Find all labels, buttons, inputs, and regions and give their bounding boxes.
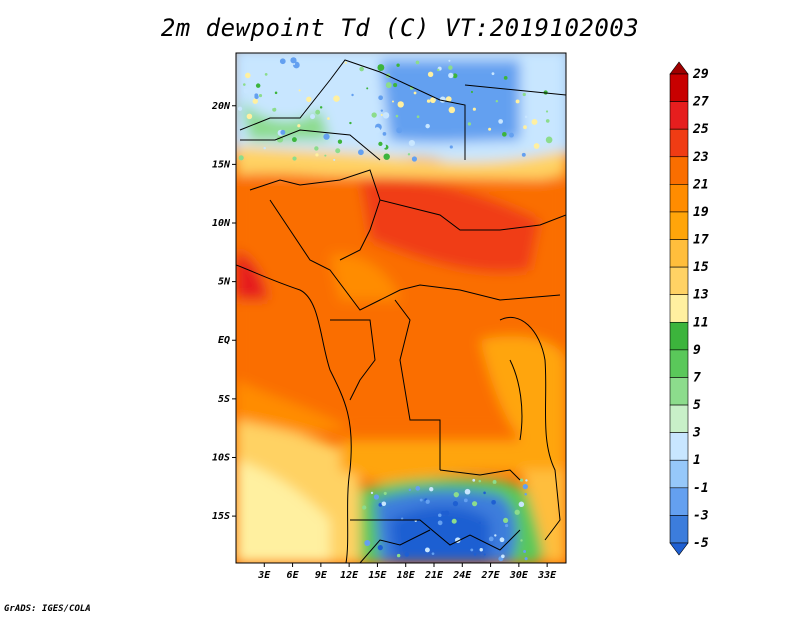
colorbar-swatch [669, 515, 689, 544]
grads-credit: GrADS: IGES/COLA [4, 604, 91, 614]
lon-tick-label: 18E [397, 570, 416, 581]
colorbar-swatch [669, 487, 689, 516]
lon-tick-label: 27E [481, 570, 501, 581]
lat-tick-label: 20N [211, 101, 231, 112]
colorbar-label: 25 [692, 122, 709, 137]
colorbar-label: 13 [693, 288, 709, 303]
lat-tick-label: 15N [212, 159, 231, 170]
lat-tick-label: EQ [218, 335, 230, 346]
lat-tick-label: 10S [212, 452, 230, 463]
dewpoint-field [236, 53, 566, 563]
colorbar-label: -1 [693, 481, 709, 496]
lon-tick-label: 15E [368, 570, 387, 581]
lat-tick-label: 15S [212, 511, 230, 522]
colorbar-label: 27 [692, 95, 709, 110]
colorbar-swatch [669, 266, 689, 296]
lon-tick-label: 24E [452, 570, 472, 581]
colorbar-label: 3 [692, 426, 701, 441]
colorbar-swatch [669, 432, 689, 461]
lat-tick-label: 5S [218, 394, 230, 405]
colorbar-swatch [669, 294, 689, 323]
colorbar: 29 27 25 23 21 19 17 15 13 11 9 7 5 3 1 -1 -3 -5 [669, 61, 709, 556]
colorbar-swatch [669, 321, 689, 351]
lat-tick-label: 5N [218, 277, 231, 288]
colorbar-label: 19 [693, 205, 709, 220]
longitude-axis: 3E 6E 9E 12E 15E 18E 21E 24E 27E 30E 33E [257, 563, 557, 581]
colorbar-swatch [669, 73, 689, 102]
colorbar-label: 15 [693, 260, 709, 275]
colorbar-label: 11 [693, 315, 709, 330]
colorbar-label: 23 [692, 150, 709, 165]
colorbar-label: 21 [692, 177, 709, 192]
lon-tick-label: 21E [424, 570, 444, 581]
colorbar-swatch [669, 239, 689, 268]
colorbar-swatch [669, 459, 689, 489]
latitude-axis: 20N 15N 10N 5N EQ 5S 10S 15S [211, 101, 236, 522]
lon-tick-label: 33E [537, 570, 557, 581]
colorbar-label: 1 [693, 453, 701, 468]
colorbar-swatch [669, 349, 689, 378]
lon-tick-label: 12E [340, 570, 359, 581]
colorbar-label: 9 [693, 343, 701, 358]
lon-tick-label: 9E [315, 570, 328, 581]
colorbar-label: -5 [693, 536, 709, 551]
colorbar-label: 29 [692, 67, 709, 82]
colorbar-label: 5 [693, 398, 701, 413]
colorbar-swatch [669, 404, 689, 433]
colorbar-swatch [669, 184, 689, 213]
colorbar-label: 7 [693, 370, 701, 385]
colorbar-label: 17 [693, 233, 709, 248]
colorbar-swatch [669, 101, 689, 130]
colorbar-top-arrow [669, 61, 689, 75]
colorbar-bottom-arrow [669, 542, 689, 556]
lon-tick-label: 3E [257, 570, 271, 581]
map-frame [235, 52, 567, 564]
colorbar-swatch [669, 156, 689, 185]
colorbar-label: -3 [693, 508, 709, 523]
lat-tick-label: 10N [212, 218, 231, 229]
colorbar-swatch [669, 128, 689, 158]
lon-tick-label: 30E [509, 570, 529, 581]
colorbar-swatch [669, 377, 689, 406]
country-borders [236, 59, 566, 563]
colorbar-swatch [669, 211, 689, 240]
lon-tick-label: 6E [287, 570, 300, 581]
map-title: 2m dewpoint Td (C) VT:2019102003 [160, 14, 640, 42]
